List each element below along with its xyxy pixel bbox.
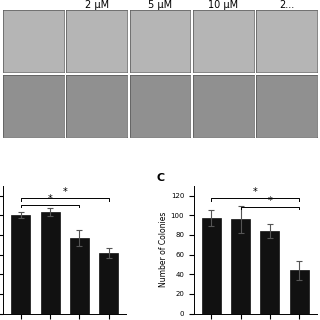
- Text: *: *: [268, 196, 272, 206]
- Title: 10 μM: 10 μM: [208, 0, 238, 10]
- Title: 2...: 2...: [279, 0, 294, 10]
- Bar: [11, 215, 30, 314]
- Text: C: C: [157, 173, 165, 183]
- Y-axis label: Number of Colonies: Number of Colonies: [159, 212, 168, 287]
- Bar: [290, 270, 309, 314]
- Bar: [70, 238, 89, 314]
- Title: 2 μM: 2 μM: [85, 0, 109, 10]
- Bar: [99, 253, 118, 314]
- Text: *: *: [253, 187, 258, 197]
- Title: 5 μM: 5 μM: [148, 0, 172, 10]
- Text: *: *: [48, 194, 52, 204]
- Bar: [202, 218, 221, 314]
- Text: *: *: [62, 187, 67, 197]
- Bar: [41, 212, 60, 314]
- Bar: [231, 219, 250, 314]
- Bar: [260, 231, 279, 314]
